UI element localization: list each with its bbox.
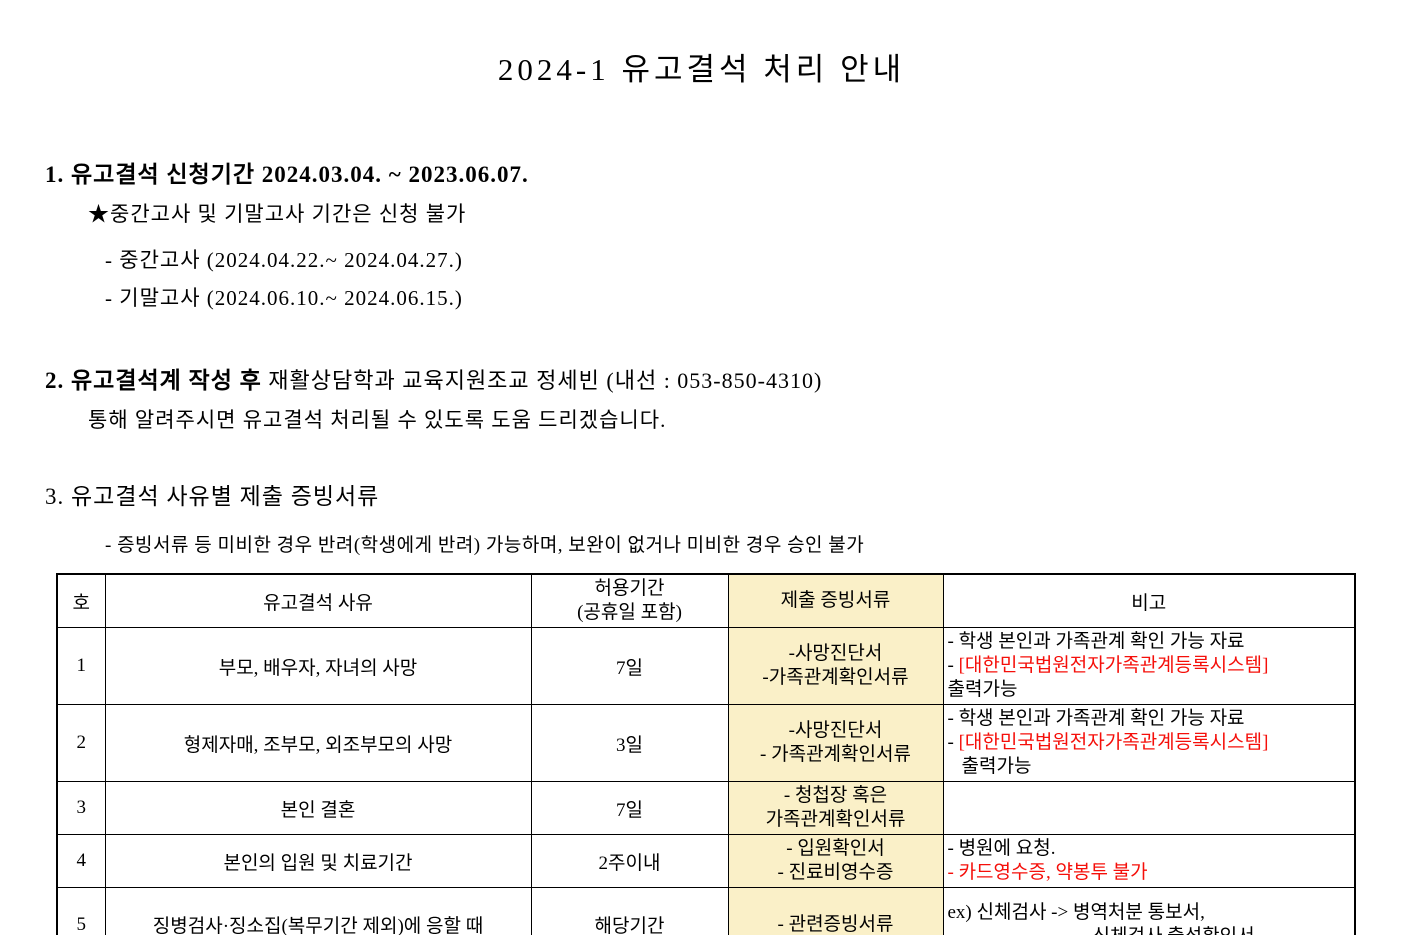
row1-remark-red: [대한민국법원전자가족관계등록시스템] — [958, 655, 1269, 676]
row4-remarks: - 병원에 요청. - 카드영수증, 약봉투 불가 — [942, 834, 1356, 888]
row2-remarks: - 학생 본인과 가족관계 확인 가능 자료 - [대한민국법원전자가족관계등록… — [942, 704, 1356, 782]
row3-doc-line2: 가족관계확인서류 — [765, 809, 906, 830]
row2-remark-line3: 출력가능 — [961, 756, 1032, 777]
table-row: 1 부모, 배우자, 자녀의 사망 7일 -사망진단서 -가족관계확인서류 - … — [56, 627, 1356, 705]
section1-star-note: ★중간고사 및 기말고사 기간은 신청 불가 — [88, 202, 467, 226]
row4-period: 2주이내 — [530, 834, 729, 888]
row1-period: 7일 — [530, 627, 729, 705]
section3-heading: 3. 유고결석 사유별 제출 증빙서류 — [45, 484, 380, 509]
row1-remark-line3: 출력가능 — [947, 679, 1018, 700]
section3-note: - 증빙서류 등 미비한 경우 반려(학생에게 반려) 가능하며, 보완이 없거… — [105, 535, 865, 556]
row5-reason: 징병검사·징소집(복무기간 제외)에 응할 때 — [104, 887, 532, 935]
row1-remark-dash: - — [947, 655, 959, 676]
section2-body: 통해 알려주시면 유고결석 처리될 수 있도록 도움 드리겠습니다. — [88, 408, 667, 432]
page-title: 2024-1 유고결석 처리 안내 — [497, 52, 906, 87]
row2-documents: -사망진단서 - 가족관계확인서류 — [727, 704, 944, 782]
header-documents: 제출 증빙서류 — [727, 573, 944, 628]
section2-heading-rest: 재활상담학과 교육지원조교 정세빈 (내선 : 053-850-4310) — [261, 368, 823, 393]
section1-midterm-line: - 중간고사 (2024.04.22.~ 2024.04.27.) — [105, 248, 463, 272]
row1-remarks: - 학생 본인과 가족관계 확인 가능 자료 - [대한민국법원전자가족관계등록… — [942, 627, 1356, 705]
row5-no: 5 — [56, 887, 106, 935]
section2-heading: 2. 유고결석계 작성 후 재활상담학과 교육지원조교 정세빈 (내선 : 05… — [45, 361, 822, 395]
row2-period: 3일 — [530, 704, 729, 782]
row3-no: 3 — [56, 781, 106, 835]
row4-doc-line1: - 입원확인서 — [786, 838, 885, 859]
row5-remarks: ex) 신체검사 -> 병역처분 통보서, 신체검사 출석확인서 — [942, 887, 1356, 935]
row4-remark-line1: - 병원에 요청. — [947, 838, 1056, 859]
row2-remark-dash: - — [947, 732, 959, 753]
row3-period: 7일 — [530, 781, 729, 835]
row1-documents: -사망진단서 -가족관계확인서류 — [727, 627, 944, 705]
row2-no: 2 — [56, 704, 106, 782]
row5-period: 해당기간 — [530, 887, 729, 935]
table-row: 4 본인의 입원 및 치료기간 2주이내 - 입원확인서 - 진료비영수증 - … — [56, 834, 1356, 888]
section1-heading: 1. 유고결석 신청기간 2024.03.04. ~ 2023.06.07. — [45, 162, 529, 187]
row2-remark-line1: - 학생 본인과 가족관계 확인 가능 자료 — [947, 708, 1245, 729]
row4-no: 4 — [56, 834, 106, 888]
header-period: 허용기간 (공휴일 포함) — [530, 573, 729, 628]
row1-reason: 부모, 배우자, 자녀의 사망 — [104, 627, 532, 705]
row3-remarks — [942, 781, 1356, 835]
row3-doc-line1: - 청첩장 혹은 — [783, 785, 888, 806]
section2-heading-bold: 2. 유고결석계 작성 후 — [45, 368, 262, 393]
header-reason: 유고결석 사유 — [104, 573, 532, 628]
row4-reason: 본인의 입원 및 치료기간 — [104, 834, 532, 888]
row3-documents: - 청첩장 혹은 가족관계확인서류 — [727, 781, 944, 835]
header-period-line2: (공휴일 포함) — [577, 602, 682, 623]
row2-remark-line2: - [대한민국법원전자가족관계등록시스템] — [948, 731, 1351, 755]
row1-doc-line2: -가족관계확인서류 — [762, 667, 909, 688]
row5-remark-line2: 신체검사 출석확인서 — [948, 925, 1351, 935]
table-header-row: 호 유고결석 사유 허용기간 (공휴일 포함) 제출 증빙서류 비고 — [56, 573, 1356, 628]
row4-doc-line2: - 진료비영수증 — [777, 862, 894, 883]
row5-documents: - 관련증빙서류 — [727, 887, 944, 935]
row2-remark-red: [대한민국법원전자가족관계등록시스템] — [958, 732, 1269, 753]
row1-remark-line2: - [대한민국법원전자가족관계등록시스템] — [948, 654, 1351, 678]
header-remarks: 비고 — [942, 573, 1356, 628]
row2-doc-line2: - 가족관계확인서류 — [760, 744, 911, 765]
row4-remark-line2: - 카드영수증, 약봉투 불가 — [947, 862, 1148, 883]
row2-doc-line1: -사망진단서 — [788, 720, 883, 741]
table-row: 5 징병검사·징소집(복무기간 제외)에 응할 때 해당기간 - 관련증빙서류 … — [56, 887, 1356, 935]
row1-no: 1 — [56, 627, 106, 705]
section1-final-line: - 기말고사 (2024.06.10.~ 2024.06.15.) — [105, 286, 463, 310]
row1-remark-line1: - 학생 본인과 가족관계 확인 가능 자료 — [947, 631, 1245, 652]
table-row: 3 본인 결혼 7일 - 청첩장 혹은 가족관계확인서류 — [56, 781, 1356, 835]
row4-documents: - 입원확인서 - 진료비영수증 — [727, 834, 944, 888]
header-no: 호 — [56, 573, 106, 628]
row5-doc-line1: - 관련증빙서류 — [777, 913, 894, 935]
absence-reasons-table: 호 유고결석 사유 허용기간 (공휴일 포함) 제출 증빙서류 비고 1 부모,… — [56, 573, 1356, 935]
row5-remark-line1: ex) 신체검사 -> 병역처분 통보서, — [947, 901, 1205, 923]
row3-reason: 본인 결혼 — [104, 781, 532, 835]
row1-doc-line1: -사망진단서 — [788, 643, 883, 664]
header-period-line1: 허용기간 — [594, 578, 665, 599]
table-row: 2 형제자매, 조부모, 외조부모의 사망 3일 -사망진단서 - 가족관계확인… — [56, 704, 1356, 782]
row2-reason: 형제자매, 조부모, 외조부모의 사망 — [104, 704, 532, 782]
